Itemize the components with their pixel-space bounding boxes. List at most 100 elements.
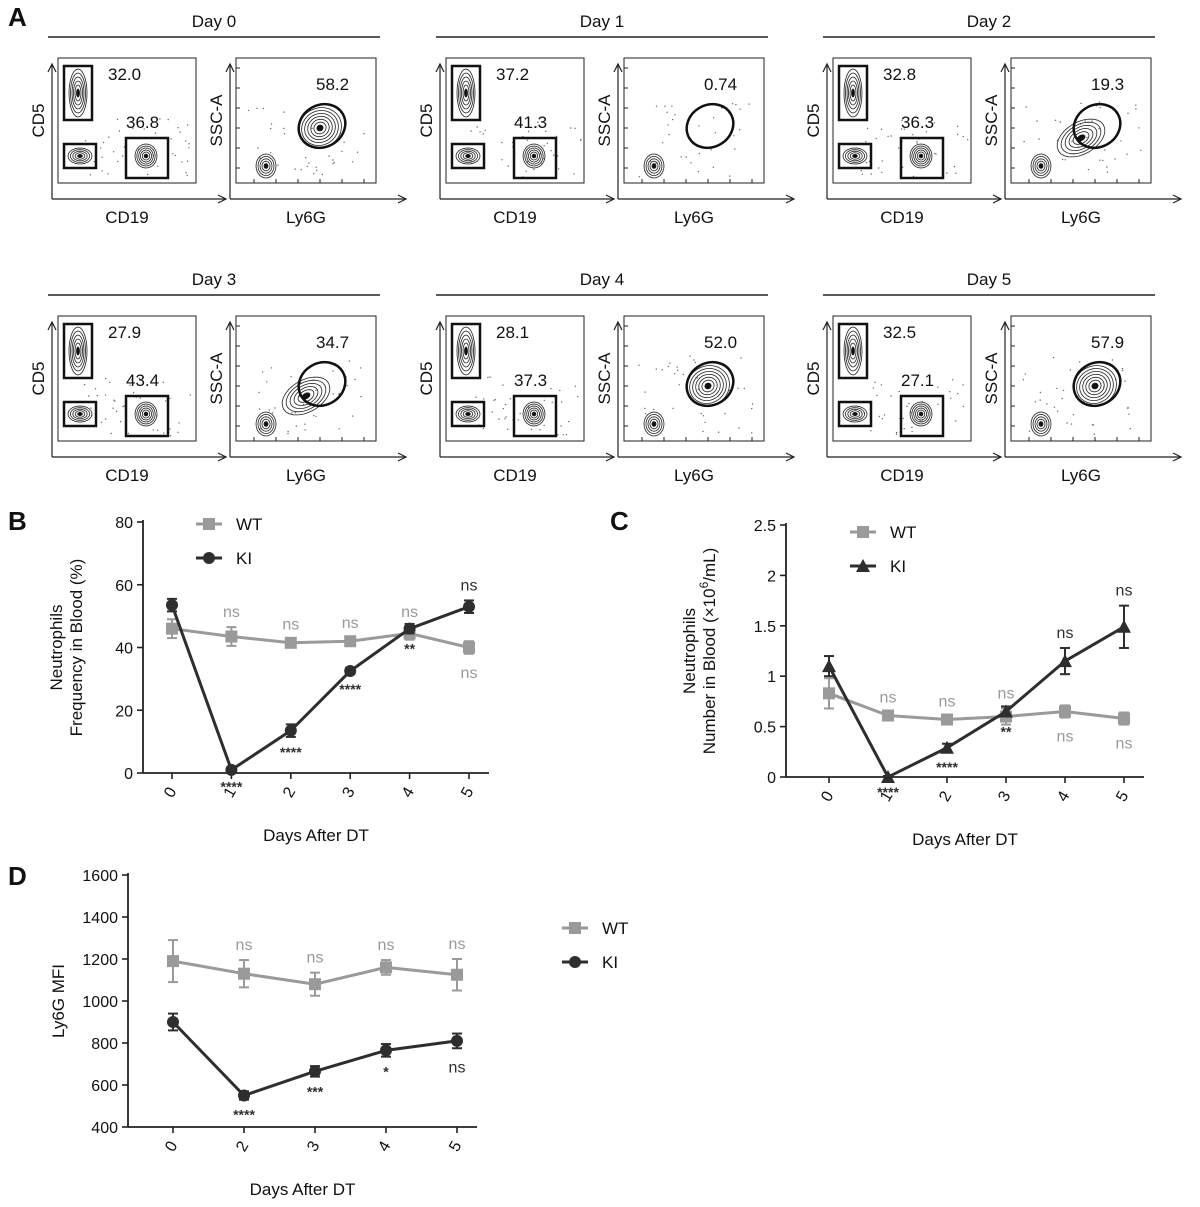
flow-event-dot bbox=[1091, 120, 1093, 122]
data-point bbox=[463, 600, 475, 613]
flow-event-dot bbox=[574, 385, 576, 387]
cd19-population-contour bbox=[138, 405, 154, 423]
flow-event-dot bbox=[866, 127, 869, 130]
flow-event-dot bbox=[1062, 158, 1064, 161]
flow-event-dot bbox=[138, 377, 140, 380]
flow-event-dot bbox=[875, 137, 877, 140]
neutrophil-contour bbox=[1060, 121, 1102, 155]
flow-event-dot bbox=[129, 384, 131, 386]
flow-event-dot bbox=[934, 152, 936, 155]
cd5-population-contour bbox=[845, 330, 861, 372]
flow-event-dot bbox=[865, 161, 867, 164]
series-line bbox=[828, 691, 1125, 722]
significance-label: ns bbox=[378, 937, 395, 954]
flow-x-arrow bbox=[992, 452, 1003, 462]
flow-event-dot bbox=[507, 428, 509, 430]
cd19-axis-label: CD19 bbox=[880, 466, 923, 485]
cd5-population-contour bbox=[71, 76, 85, 110]
day-title: Day 1 bbox=[580, 12, 624, 31]
significance-label: ns bbox=[282, 617, 299, 634]
flow-event-dot bbox=[1098, 127, 1100, 130]
x-tick-label: 4 bbox=[1054, 788, 1073, 804]
y-tick-label: 1.5 bbox=[754, 619, 776, 636]
double-negative-contour bbox=[844, 407, 866, 421]
flow-event-dot bbox=[274, 407, 276, 409]
cd19-population-contour bbox=[918, 411, 924, 417]
neutrophil-contour bbox=[1064, 124, 1098, 152]
cd5-axis-label: CD5 bbox=[417, 103, 436, 137]
cd5-gate-percent: 32.0 bbox=[108, 65, 141, 84]
ly6g-gate bbox=[685, 102, 735, 150]
flow-event-dot bbox=[925, 131, 928, 133]
cd5-population-contour bbox=[459, 334, 473, 368]
flow-event-dot bbox=[1059, 121, 1062, 123]
ly6g-gate-percent: 34.7 bbox=[316, 333, 349, 352]
flow-event-dot bbox=[898, 390, 900, 393]
ly6g-negative-contour bbox=[651, 163, 657, 169]
cd5-gate bbox=[837, 64, 869, 122]
cd19-gate-percent: 36.8 bbox=[126, 113, 159, 132]
double-negative-contour bbox=[69, 407, 91, 421]
cd5-population-contour bbox=[464, 88, 468, 98]
cd5-axis-label: CD5 bbox=[417, 361, 436, 395]
panel-letter: D bbox=[8, 861, 27, 891]
ly6g-negative-contour bbox=[647, 416, 661, 432]
cd5-population-contour bbox=[843, 326, 863, 376]
y-axis-title-part: Frequency in Blood (%) bbox=[67, 559, 86, 737]
flow-event-dot bbox=[1064, 159, 1066, 161]
ly6g-negative-contour bbox=[1030, 411, 1052, 437]
flow-event-dot bbox=[283, 133, 286, 135]
flow-event-dot bbox=[740, 357, 742, 359]
flow-event-dot bbox=[483, 398, 485, 400]
cd5-axis-label: CD5 bbox=[804, 361, 823, 395]
flow-y-arrow bbox=[47, 320, 57, 331]
flow-event-dot bbox=[1098, 101, 1101, 103]
ly6g-negative-contour bbox=[649, 160, 659, 172]
flow-event-dot bbox=[881, 418, 884, 420]
flow-event-dot bbox=[870, 430, 872, 432]
cd5-population-contour bbox=[74, 342, 82, 360]
double-negative-contour bbox=[72, 150, 88, 162]
flow-day-group: Day 2 32.8 36.3 CD5 CD19 19.3 SSC-A Ly6G bbox=[804, 12, 1183, 227]
x-tick-label: 5 bbox=[458, 784, 477, 800]
cd19-population-contour bbox=[141, 151, 151, 161]
flow-event-dot bbox=[662, 142, 664, 144]
flow-event-dot bbox=[1138, 127, 1140, 129]
flow-event-dot bbox=[302, 403, 305, 406]
flow-event-dot bbox=[890, 135, 892, 137]
neutrophil-contour bbox=[304, 113, 336, 143]
flow-event-dot bbox=[332, 393, 334, 395]
ssc-axis-label: SSC-A bbox=[982, 352, 1001, 405]
flow-event-dot bbox=[117, 160, 119, 163]
data-point bbox=[823, 687, 835, 700]
cd5-population-contour bbox=[458, 72, 474, 114]
x-tick-label: 5 bbox=[446, 1138, 465, 1154]
flow-event-dot bbox=[694, 361, 696, 364]
flow-event-dot bbox=[1106, 166, 1108, 168]
flow-event-dot bbox=[316, 169, 318, 171]
data-point bbox=[1117, 619, 1131, 633]
ssc-ly6g-plot-frame bbox=[623, 315, 765, 442]
flow-event-dot bbox=[154, 132, 157, 134]
flow-event-dot bbox=[1025, 106, 1027, 108]
flow-event-dot bbox=[895, 431, 898, 434]
y-axis-title-line2: Number in Blood (×106/mL) bbox=[697, 548, 719, 755]
flow-event-dot bbox=[313, 415, 315, 417]
double-negative-contour bbox=[462, 152, 474, 160]
flow-event-dot bbox=[283, 111, 285, 113]
neutrophil-contour bbox=[695, 373, 721, 399]
cd19-population-contour bbox=[528, 149, 540, 163]
flow-event-dot bbox=[133, 392, 135, 394]
cd19-population-contour bbox=[143, 411, 149, 417]
flow-event-dot bbox=[685, 156, 687, 158]
flow-event-dot bbox=[169, 397, 171, 400]
y-tick-label: 40 bbox=[115, 641, 133, 658]
flow-event-dot bbox=[916, 140, 918, 143]
flow-event-dot bbox=[1124, 380, 1126, 382]
significance-label: ** bbox=[1001, 724, 1012, 740]
significance-label: **** bbox=[877, 784, 899, 800]
double-negative-contour bbox=[67, 405, 93, 423]
flow-event-dot bbox=[1039, 391, 1042, 394]
significance-label: ns bbox=[1116, 736, 1133, 753]
double-negative-contour bbox=[455, 147, 481, 165]
